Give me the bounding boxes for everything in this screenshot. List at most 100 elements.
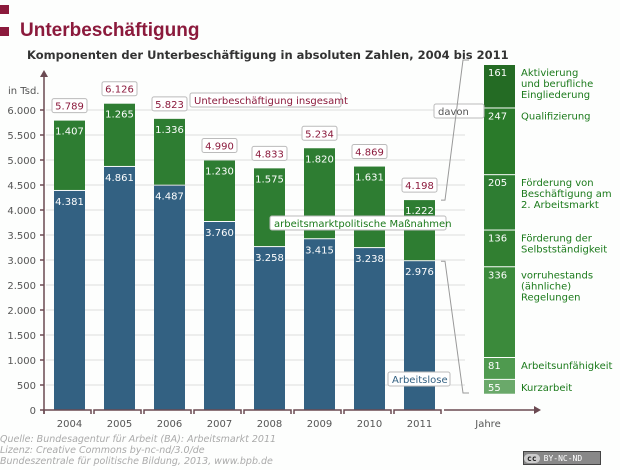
bar-arbeitslose: [354, 248, 385, 410]
x-axis-segment: [43, 409, 92, 414]
breakdown-value: 205: [488, 178, 507, 189]
breakdown-value: 161: [488, 68, 507, 79]
page-title: Unterbeschäftigung: [20, 20, 200, 41]
y-tick-label: 1.500: [7, 331, 36, 342]
x-tick-label: 2006: [157, 419, 182, 430]
breakdown-legend-label: Beschäftigung am: [521, 189, 612, 200]
breakdown-segment: [484, 379, 515, 394]
x-tick-label: 2010: [357, 419, 382, 430]
license-text: BY-NC-ND: [543, 453, 583, 463]
y-tick-label: 3.500: [7, 231, 36, 242]
breakdown-legend-label: Selbstständigkeit: [521, 245, 607, 256]
x-axis-segment: [393, 409, 442, 414]
bar-arbeitslose: [104, 166, 135, 410]
breakdown-value: 81: [488, 361, 501, 372]
annotation-unterbeschaeftigung: Unterbeschäftigung insgesamt: [194, 96, 348, 107]
publisher-line: Bundeszentrale für politische Bildung, 2…: [0, 456, 273, 467]
y-tick-label: 5.000: [7, 156, 36, 167]
x-tick-label: 2008: [257, 419, 282, 430]
total-label-box: [301, 125, 338, 141]
breakdown-legend-label: Förderung der: [521, 234, 593, 245]
total-label: 4.198: [405, 181, 434, 192]
y-tick-label: 5.500: [7, 131, 36, 142]
x-axis-label: Jahre: [474, 419, 500, 430]
total-label-box: [201, 138, 238, 153]
breakdown-segment: [484, 108, 515, 175]
bar-label-massnahmen: 1.575: [255, 174, 284, 185]
cc-license-badge[interactable]: cc BY-NC-ND: [523, 451, 601, 465]
breakdown-value: 336: [488, 270, 507, 281]
breakdown-legend-label: Arbeitsunfähigkeit: [521, 361, 613, 372]
breakdown-legend-label: Kurzarbeit: [521, 383, 572, 394]
bar-label-arbeitslose: 3.760: [205, 228, 234, 239]
breakdown-segment: [484, 267, 515, 358]
x-axis-segment: [93, 409, 142, 414]
total-label: 4.869: [355, 148, 384, 159]
bar-label-arbeitslose: 4.487: [155, 192, 184, 203]
breakdown-segment: [484, 358, 515, 379]
y-tick-label: 2.500: [7, 281, 36, 292]
annotation-massnahmen-box: [269, 215, 447, 231]
y-axis-label: in Tsd.: [8, 86, 39, 97]
bar-arbeitslose: [204, 222, 235, 410]
annotation-davon: davon: [438, 107, 469, 118]
connector-line-top: [441, 59, 469, 201]
bar-massnahmen: [154, 118, 185, 185]
y-tick-label: 500: [17, 381, 36, 392]
y-tick-label: 3.000: [7, 256, 36, 267]
annotation-massnahmen: arbeitsmarktpolitische Maßnahmen: [274, 219, 452, 230]
breakdown-segment: [484, 65, 515, 108]
breakdown-value: 55: [488, 383, 501, 394]
bar-label-arbeitslose: 2.976: [405, 267, 434, 278]
license-line: Lizenz: Creative Commons by-nc-nd/3.0/de: [0, 445, 205, 456]
breakdown-legend-label: 2. Arbeitsmarkt: [521, 200, 599, 211]
bar-label-massnahmen: 1.230: [205, 167, 234, 178]
bar-label-massnahmen: 1.336: [155, 125, 184, 136]
title-square-icon: [0, 27, 9, 36]
bar-label-arbeitslose: 4.381: [55, 197, 84, 208]
breakdown-legend-label: Qualifizierung: [521, 111, 591, 122]
source-line: Quelle: Bundesagentur für Arbeit (BA): A…: [0, 434, 277, 445]
bar-massnahmen: [54, 120, 85, 190]
bar-massnahmen: [354, 166, 385, 248]
bar-label-massnahmen: 1.820: [305, 154, 334, 165]
bar-arbeitslose: [54, 190, 85, 410]
bar-label-arbeitslose: 3.415: [305, 245, 334, 256]
x-axis-segment: [143, 409, 192, 414]
breakdown-legend-label: (ähnliche): [521, 281, 571, 292]
breakdown-segment: [484, 175, 515, 230]
bar-label-massnahmen: 1.407: [55, 127, 84, 138]
total-label-box: [51, 98, 88, 114]
bar-arbeitslose: [304, 239, 335, 410]
connector-line-bottom: [441, 260, 469, 394]
y-tick-label: 2.000: [7, 306, 36, 317]
x-tick-label: 2011: [407, 419, 432, 430]
total-label-box: [101, 81, 138, 97]
breakdown-segment: [484, 230, 515, 267]
breakdown-value: 136: [488, 234, 507, 245]
x-axis-segment: [343, 409, 392, 414]
x-tick-label: 2009: [307, 419, 332, 430]
bars: 4.381 1.407 5.789 4.861 1.265 6.126 4.487 1.336…: [51, 81, 438, 410]
bar-massnahmen: [204, 160, 235, 221]
bar-label-arbeitslose: 3.238: [355, 254, 384, 265]
total-label: 6.126: [105, 85, 134, 96]
x-axis-segment: [293, 409, 342, 414]
annotation-unterbeschaeftigung-box: [189, 92, 342, 108]
breakdown-legend-label: Aktivierung: [521, 68, 578, 79]
bar-arbeitslose: [254, 247, 285, 410]
breakdown-legend-label: Förderung von: [521, 178, 594, 189]
x-tick-label: 2004: [57, 419, 82, 430]
total-label: 5.823: [155, 100, 184, 111]
breakdown-legend-label: vorruhestands: [521, 270, 593, 281]
total-label-box: [151, 96, 188, 112]
y-tick-label: 4.000: [7, 206, 36, 217]
chart-subtitle: Komponenten der Unterbeschäftigung in ab…: [27, 48, 509, 62]
x-axis-arrow-icon: [534, 406, 541, 414]
total-label-box: [351, 144, 388, 160]
cc-icon: cc: [524, 453, 540, 463]
x-tick-label: 2007: [207, 419, 232, 430]
annotation-davon-box: [433, 103, 485, 119]
bar-arbeitslose: [154, 185, 185, 410]
